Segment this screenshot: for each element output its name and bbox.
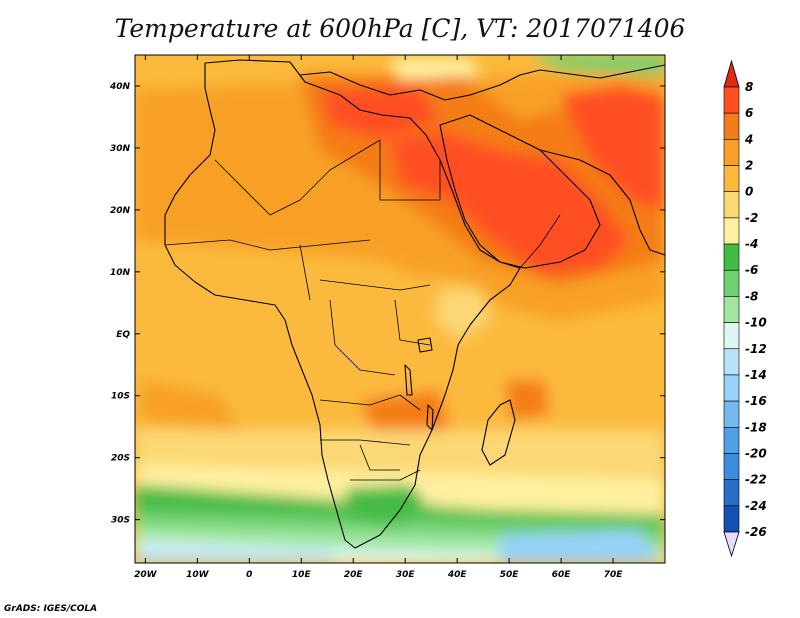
y-tick-label: EQ (116, 330, 130, 340)
colorbar-label: -16 (745, 394, 767, 408)
colorbar-segment (723, 269, 740, 297)
colorbar-segment (723, 400, 740, 428)
colorbar-segment (723, 479, 740, 507)
x-tick-label: 70E (604, 570, 624, 580)
field-cool-ethiopia (435, 290, 490, 340)
colorbar-top-arrow (723, 59, 740, 88)
map-title: Temperature at 600hPa [C], VT: 201707140… (114, 14, 686, 43)
colorbar-label: 4 (744, 132, 753, 146)
colorbar-label: 6 (745, 106, 753, 120)
x-tick-label: 20E (344, 570, 364, 580)
field-hot-arabia (390, 130, 630, 275)
colorbar-segment (723, 165, 740, 193)
field-hot-iran (560, 85, 665, 210)
colorbar-label: -10 (745, 316, 767, 330)
colorbar-segment (723, 322, 740, 350)
x-tick-label: 10E (292, 570, 312, 580)
y-tick-label: 10N (110, 268, 131, 278)
plot-frame (134, 54, 666, 564)
y-tick-label: 30N (110, 144, 131, 154)
colorbar: 8 6 4 2 0 -2 -4 -6 -8 -10 -12 -14 -16 -18 -20 -22 -24 -26 (723, 59, 767, 558)
med-north-coast (299, 64, 665, 101)
colorbar-segment (723, 191, 740, 219)
field-warm-mozchannel (505, 380, 550, 420)
africa-coastline (164, 59, 521, 549)
colorbar-label: -2 (745, 211, 758, 225)
y-tick-label: 30S (111, 516, 130, 526)
x-tick-label: 30E (396, 570, 416, 580)
colorbar-segment (723, 426, 740, 454)
colorbar-segment (723, 453, 740, 480)
colorbar-label: -24 (745, 499, 767, 513)
field-green-ne (530, 55, 665, 75)
colorbar-label: 2 (745, 159, 753, 173)
colorbar-label: 8 (745, 80, 753, 94)
border-lines (164, 139, 561, 481)
colorbar-segment (723, 217, 740, 245)
colorbar-segment (723, 505, 740, 533)
y-tick-label: 20N (110, 206, 131, 216)
colorbar-segment (723, 374, 740, 402)
colorbar-label: -22 (745, 473, 767, 487)
colorbar-label: 0 (745, 185, 753, 199)
x-tick-label: 20W (134, 570, 158, 580)
y-axis-ticks: 40N 30N 20N 10N EQ 10S 20S 30S (109, 82, 665, 526)
x-tick-label: 10W (186, 570, 210, 580)
coastlines-borders (164, 59, 665, 549)
colorbar-label: -14 (745, 368, 767, 382)
y-tick-label: 20S (111, 454, 130, 464)
colorbar-bottom-arrow (723, 531, 740, 558)
colorbar-label: -8 (745, 289, 758, 303)
field-green-sa (345, 485, 425, 525)
field-warm-westafrica (140, 380, 240, 430)
colorbar-segment (723, 348, 740, 376)
asia-coastline (539, 149, 665, 256)
colorbar-label: -18 (745, 420, 767, 434)
colorbar-segment (723, 112, 740, 140)
arabia-coastline (439, 114, 601, 269)
field-blue-sw (135, 548, 340, 563)
colorbar-segment (723, 86, 740, 114)
colorbar-label: -20 (745, 446, 767, 460)
colorbar-segment (723, 243, 740, 271)
y-tick-label: 40N (109, 82, 131, 92)
colorbar-label: -26 (745, 525, 767, 539)
y-tick-label: 10S (111, 392, 130, 402)
x-axis-ticks: 20W 10W 0 10E 20E 30E 40E 50E 60E 70E (134, 55, 623, 580)
field-blue-se (500, 530, 660, 563)
grads-credit: GrADS: IGES/COLA (4, 604, 98, 614)
field-cool-ne (390, 58, 480, 80)
x-tick-label: 0 (246, 570, 252, 580)
x-tick-label: 60E (552, 570, 572, 580)
x-tick-label: 40E (447, 570, 468, 580)
colorbar-segment (723, 296, 740, 323)
madagascar (481, 399, 516, 466)
colorbar-label: -4 (745, 237, 758, 251)
colorbar-label: -12 (745, 342, 767, 356)
colorbar-segment (723, 139, 740, 166)
lake-victoria (417, 337, 433, 353)
field-hot-med (320, 85, 440, 140)
x-tick-label: 50E (500, 570, 520, 580)
lake-tanganyika (404, 364, 413, 396)
colorbar-label: -6 (745, 263, 758, 277)
lake-malawi (426, 404, 434, 431)
